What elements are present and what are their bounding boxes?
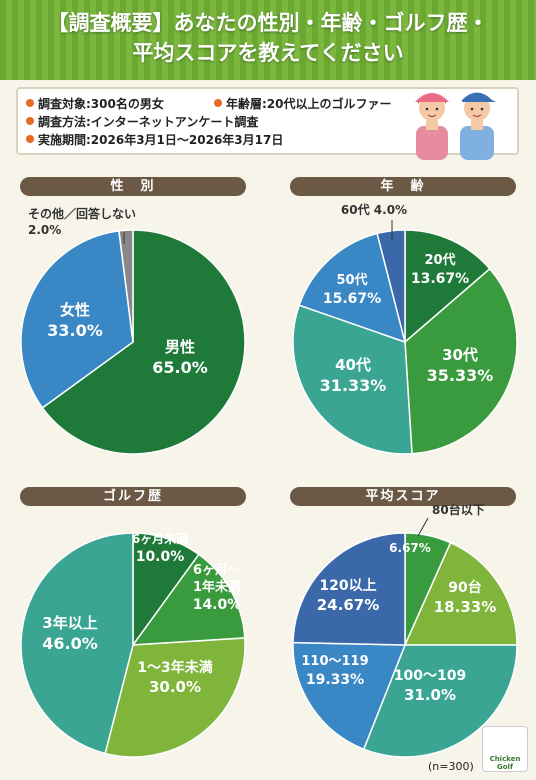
- gender-slice-0-value: 65.0%: [152, 358, 208, 377]
- gender-slice-0: [41, 229, 246, 455]
- bullet-dot-icon: [26, 99, 34, 107]
- avg_score-slice-2-label: 100〜109: [394, 668, 466, 684]
- golf_history-slice-2-value: 30.0%: [149, 678, 201, 696]
- gender-slice-2-value: 2.0%: [28, 223, 61, 237]
- age-slice-1-value: 35.33%: [427, 366, 494, 385]
- avg_score-slice-2: [362, 644, 518, 758]
- golf_history-slice-1-value: 14.0%: [193, 597, 242, 613]
- age-slice-2-value: 31.33%: [320, 376, 387, 395]
- info-target: 調査対象:300名の男女: [38, 97, 164, 111]
- header-line-1: 【調査概要】あなたの性別・年齢・ゴルフ歴・: [47, 11, 489, 35]
- bullet-dot-icon: [26, 135, 34, 143]
- golf_history-slice-2-label: 1〜3年未満: [137, 659, 212, 676]
- gender-slice-0-label: 男性: [165, 338, 195, 356]
- sample-size-note: (n=300): [428, 760, 474, 773]
- avg_score-slice-1-value: 18.33%: [434, 598, 496, 616]
- age-slice-0: [404, 229, 491, 344]
- info-age-range: 年齢層:20代以上のゴルファー: [226, 97, 392, 111]
- info-method-line: 調査方法:インターネットアンケート調査: [26, 113, 258, 130]
- age-slice-0-label: 20代: [424, 252, 455, 268]
- gender-chart-title: 性 別: [20, 177, 246, 196]
- gender-slice-2: [118, 229, 134, 343]
- gender-slice-1-label: 女性: [60, 301, 90, 319]
- golf_history-slice-2: [104, 637, 246, 758]
- avg_score-slice-4: [292, 532, 406, 646]
- golf_history-slice-0-label: 6ヶ月未満: [132, 531, 188, 546]
- avg_score-slice-2-value: 31.0%: [404, 686, 456, 704]
- age-slice-1: [404, 267, 518, 455]
- woman-golfer-icon: [415, 93, 449, 160]
- age-slice-2: [292, 304, 413, 455]
- age-slice-3-value: 15.67%: [323, 291, 381, 307]
- bullet-dot-icon: [26, 117, 34, 125]
- info-age-line: 年齢層:20代以上のゴルファー: [214, 95, 392, 112]
- avg-score-chart-title: 平均スコア: [290, 487, 516, 506]
- bullet-dot-icon: [214, 99, 222, 107]
- golf-history-chart-title: ゴルフ歴: [20, 487, 246, 506]
- golf_history-slice-1-label: 6ヶ月〜: [193, 563, 241, 578]
- avg_score-slice-0-label: 80台以下: [432, 502, 485, 517]
- golf_history-slice-3: [20, 532, 134, 755]
- age-chart-title: 年 齢: [290, 177, 516, 196]
- golf_history-slice-0-value: 10.0%: [136, 549, 185, 565]
- gender-slice-1: [20, 230, 134, 409]
- golf_history-slice-3-value: 46.0%: [42, 634, 98, 653]
- logo-line-2: Golf: [497, 763, 513, 771]
- golf_history-slice-3-label: 3年以上: [42, 614, 97, 632]
- age-slice-3-label: 50代: [336, 272, 367, 288]
- age-slice-1-label: 30代: [442, 346, 478, 364]
- chicken-golf-logo: Chicken Golf: [482, 726, 528, 772]
- avg_score-slice-3: [292, 641, 407, 751]
- age-slice-4-label: 60代 4.0%: [341, 202, 407, 217]
- avg_score-slice-3-label: 110〜119: [301, 654, 368, 669]
- header-line-2: 平均スコアを教えてください: [132, 41, 404, 65]
- age-slice-4: [376, 229, 406, 343]
- age-slice-0-value: 13.67%: [411, 271, 469, 287]
- avg_score-slice-4-value: 24.67%: [317, 596, 379, 614]
- info-period-line: 実施期間:2026年3月1日〜2026年3月17日: [26, 131, 283, 148]
- avg_score-slice-4-label: 120以上: [319, 578, 376, 594]
- golfer-couple-illustration: [415, 92, 496, 160]
- avg_score-slice-0-leader-line: [417, 517, 429, 537]
- info-target-line: 調査対象:300名の男女: [26, 95, 164, 112]
- age-slice-3: [298, 232, 407, 344]
- gender-slice-2-label: その他／回答しない: [28, 206, 136, 221]
- avg_score-slice-1: [403, 541, 518, 646]
- age-slice-2-label: 40代: [335, 356, 371, 374]
- golf_history-slice-1-label-2: 1年未満: [193, 579, 241, 595]
- gender-slice-1-value: 33.0%: [47, 321, 103, 340]
- golf_history-slice-1: [131, 553, 246, 646]
- man-golfer-icon: [460, 92, 496, 160]
- page-header: 【調査概要】あなたの性別・年齢・ゴルフ歴・ 平均スコアを教えてください: [0, 0, 536, 80]
- avg_score-slice-3-value: 19.33%: [306, 672, 364, 688]
- avg_score-slice-0-value: 6.67%: [389, 541, 431, 555]
- info-period: 実施期間:2026年3月1日〜2026年3月17日: [38, 133, 284, 147]
- logo-line-1: Chicken: [489, 755, 521, 763]
- avg_score-slice-1-label: 90台: [448, 579, 481, 596]
- info-method: 調査方法:インターネットアンケート調査: [38, 115, 259, 129]
